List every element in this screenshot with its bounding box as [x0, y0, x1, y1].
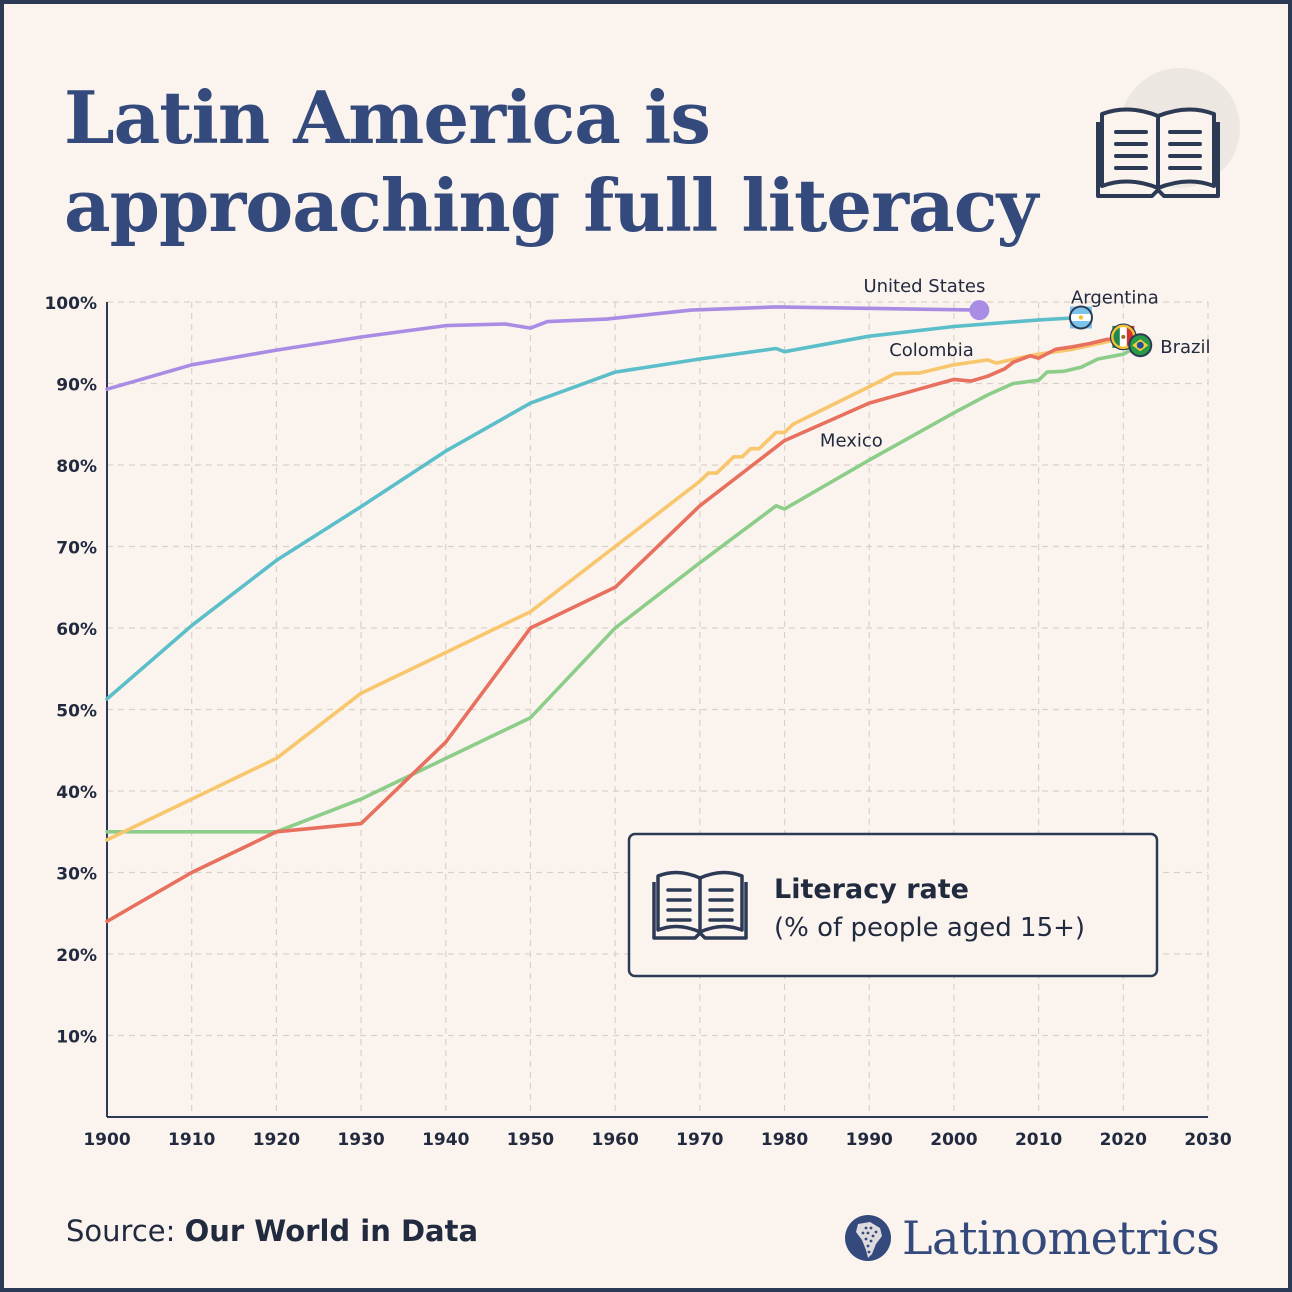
x-tick-label: 1940	[422, 1130, 469, 1150]
brand-name: Latinometrics	[902, 1211, 1220, 1265]
x-tick-label: 1990	[846, 1130, 893, 1150]
series-line-argentina	[105, 315, 1083, 701]
x-tick-label: 1950	[507, 1130, 554, 1150]
x-tick-label: 2030	[1184, 1130, 1231, 1150]
x-tick-label: 2010	[1015, 1130, 1062, 1150]
y-tick-label: 10%	[56, 1028, 97, 1048]
infographic-frame: Latin America is approaching full litera…	[4, 4, 1288, 1288]
y-tick-label: 80%	[56, 457, 97, 477]
brand-logo: Latinometrics	[844, 1210, 1220, 1266]
y-tick-label: 20%	[56, 946, 97, 966]
open-book-icon	[1096, 68, 1240, 198]
y-axis-tick-labels: 10% 20% 30% 40% 50% 60% 70% 80% 90% 100%	[44, 294, 97, 1048]
latin-america-map-icon	[845, 1215, 891, 1261]
title-line-1: Latin America is	[64, 75, 711, 160]
x-tick-label: 1920	[253, 1130, 300, 1150]
x-tick-label: 1900	[83, 1130, 130, 1150]
y-tick-label: 30%	[56, 865, 97, 885]
legend-box: Literacy rate (% of people aged 15+)	[627, 832, 1159, 978]
x-axis-tick-labels: 1900 1910 1920 1930 1940 1950 1960 1970 1980 1990…	[83, 1130, 1231, 1150]
title-line-2: approaching full literacy	[64, 163, 1038, 248]
legend-subtitle: (% of people aged 15+)	[774, 913, 1085, 943]
legend-book-icon	[652, 870, 748, 940]
page-title: Latin America is approaching full litera…	[64, 74, 1038, 250]
legend-title: Literacy rate	[774, 874, 969, 905]
y-tick-label: 40%	[56, 783, 97, 803]
series-end-markers	[969, 300, 1153, 358]
series-line-brazil	[105, 343, 1142, 834]
y-tick-label: 100%	[44, 294, 97, 314]
argentina-flag-icon	[1068, 305, 1093, 330]
source-note: Source: Our World in Data	[66, 1214, 478, 1248]
series-label-brazil: Brazil	[1160, 337, 1210, 358]
series-label-mexico: Mexico	[820, 431, 883, 452]
source-label: Source:	[66, 1214, 185, 1248]
united-states-end-dot	[969, 300, 990, 321]
y-tick-label: 90%	[56, 376, 97, 396]
series-lines	[105, 305, 1142, 924]
series-line-mexico	[105, 336, 1126, 924]
series-line-united-states	[105, 305, 982, 391]
y-tick-label: 60%	[56, 620, 97, 640]
x-tick-label: 1970	[676, 1130, 723, 1150]
chart-axes	[106, 302, 1208, 1118]
x-tick-label: 1960	[591, 1130, 638, 1150]
x-tick-label: 2000	[930, 1130, 977, 1150]
brazil-flag-icon	[1128, 333, 1153, 358]
source-name: Our World in Data	[184, 1214, 479, 1248]
series-label-colombia: Colombia	[889, 340, 974, 361]
x-tick-label: 1980	[761, 1130, 808, 1150]
series-label-united-states: United States	[863, 276, 985, 297]
x-tick-label: 1930	[337, 1130, 384, 1150]
series-label-argentina: Argentina	[1071, 287, 1159, 308]
y-tick-label: 50%	[56, 702, 97, 722]
chart-gridlines	[107, 301, 1209, 1117]
x-tick-label: 1910	[168, 1130, 215, 1150]
y-tick-label: 70%	[56, 539, 97, 559]
x-tick-label: 2020	[1100, 1130, 1147, 1150]
series-labels: United States Argentina Colombia Mexico Braz…	[820, 276, 1211, 451]
literacy-line-chart: 10% 20% 30% 40% 50% 60% 70% 80% 90% 100% 1900 1910…	[44, 68, 1240, 1150]
series-line-colombia	[105, 336, 1126, 842]
